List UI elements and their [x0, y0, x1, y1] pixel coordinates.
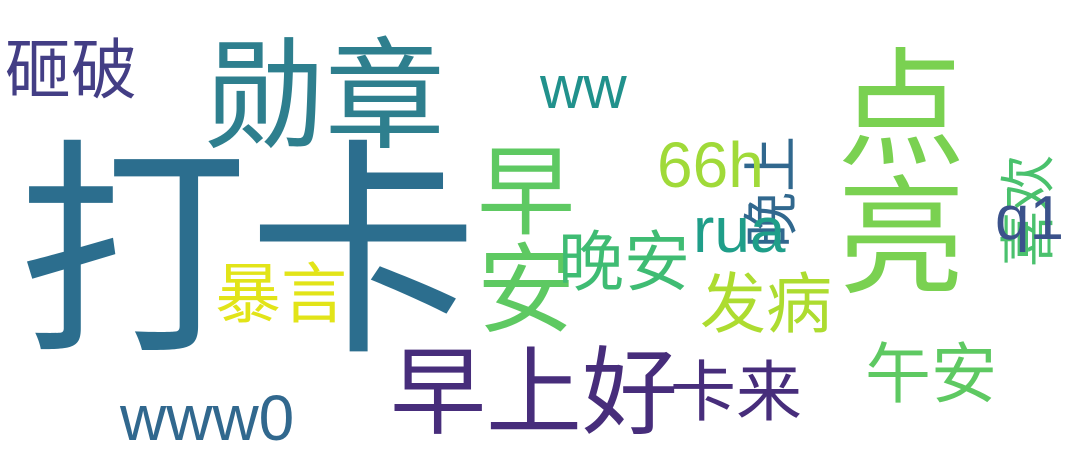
- word-rua: rua: [693, 194, 786, 266]
- word-zapo: 砸破: [5, 32, 137, 109]
- word-dianliang: 点亮: [815, 42, 964, 298]
- word-xunzhang: 勋章: [205, 28, 445, 167]
- word-wanan: 晚安: [558, 224, 690, 301]
- word-zaoan: 早安: [460, 140, 574, 336]
- word-fabing: 发病: [700, 266, 832, 343]
- word-66h: 66h: [657, 129, 764, 201]
- word-kalai: 卡来: [670, 354, 802, 431]
- word-q1: q1: [995, 184, 1064, 253]
- word-ww: ww: [540, 54, 627, 121]
- word-wuan: 午安: [865, 336, 997, 413]
- word-baoyan: 暴言: [215, 256, 347, 333]
- word-zaoshanghao: 早上好: [390, 337, 678, 449]
- word-daka: 打卡: [18, 121, 479, 388]
- word-www0: www0: [120, 382, 295, 454]
